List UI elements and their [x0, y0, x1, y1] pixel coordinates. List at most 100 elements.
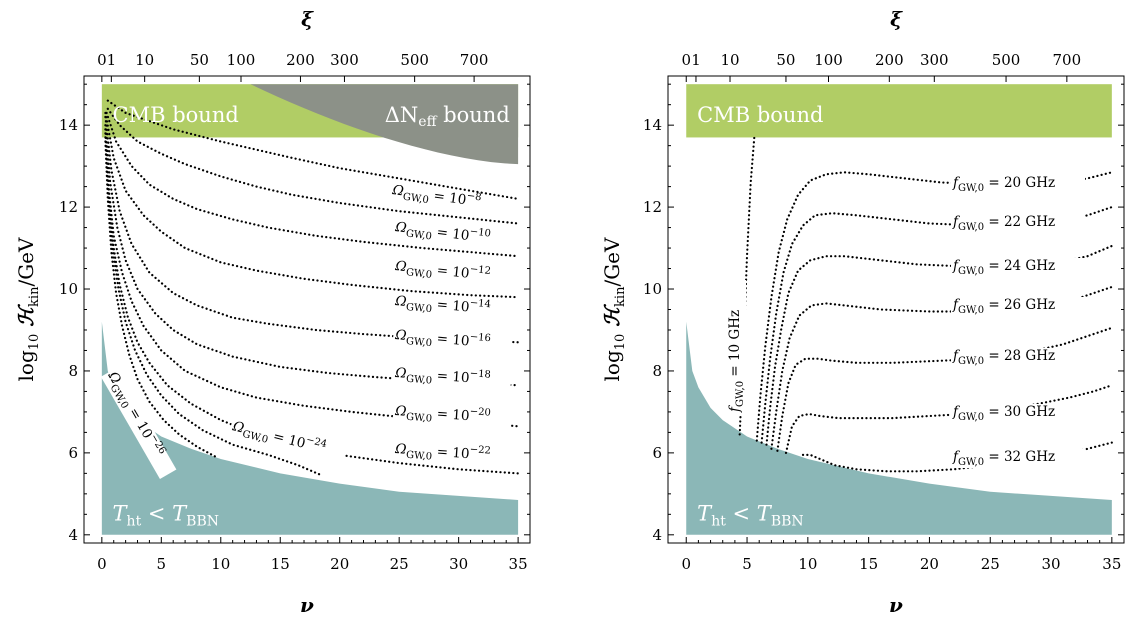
xi-tick-label: 300 — [330, 51, 359, 69]
x-tick-label: 25 — [390, 555, 409, 573]
curve-label-bg — [951, 297, 1085, 316]
series-line-fgw-0-32-ghz — [801, 441, 1113, 473]
x-axis-title: ν — [889, 593, 903, 617]
series-line--gw-0-10-24 — [104, 136, 323, 477]
curve-label-group: fGW,0 = 28 GHz — [951, 348, 1085, 367]
curve-label-bg — [951, 348, 1085, 367]
delta-neff-bound-region — [250, 84, 519, 165]
curve-label-bg — [951, 258, 1085, 277]
y-tick-label: 12 — [59, 198, 78, 216]
y-tick-label: 14 — [59, 116, 78, 134]
curve-label: ΩGW,0 = 10−14 — [393, 291, 491, 320]
curve-label-bg — [392, 364, 512, 393]
curve-label-group: ΩGW,0 = 10−14 — [392, 291, 512, 323]
y-tick-label: 4 — [68, 526, 78, 544]
xi-tick-label: 100 — [814, 51, 843, 69]
curve-label-bg — [951, 449, 1085, 468]
curve-label: fGW,0 = 10 GHz — [727, 310, 746, 413]
y-axis-title: log10 ℋkin/GeV — [14, 237, 42, 382]
x-tick-label: 5 — [742, 555, 752, 573]
series-line--gw-0-10-10 — [106, 107, 520, 225]
y-axis-title: log10 ℋkin/GeV — [600, 237, 628, 382]
series-line--gw-0-10-18 — [104, 124, 520, 387]
curve-label: ΩGW,0 = 10−8 — [390, 180, 482, 213]
x-tick-label: 15 — [859, 555, 878, 573]
cmb-bound-label: CMB bound — [113, 103, 239, 127]
curve-label-bg — [228, 417, 348, 465]
curve-label: ΩGW,0 = 10−22 — [394, 439, 492, 467]
x-tick-label: 0 — [681, 555, 691, 573]
x-tick-label: 20 — [330, 555, 349, 573]
xi-tick-label: 0 — [97, 51, 107, 69]
curve-label-bg — [392, 218, 512, 253]
curve-label: fGW,0 = 28 GHz — [952, 348, 1055, 367]
x-tick-label: 10 — [211, 555, 230, 573]
curve-label-bg — [727, 280, 746, 414]
series-line-fgw-0-30-ghz — [784, 384, 1113, 454]
series-line--gw-0-10-8 — [106, 99, 520, 200]
x2-axis-title: ξ — [890, 7, 903, 31]
x-tick-label: 10 — [798, 555, 817, 573]
curve-label: fGW,0 = 30 GHz — [952, 404, 1055, 423]
y-tick-label: 14 — [643, 116, 662, 134]
curve-label: ΩGW,0 = 10−12 — [393, 256, 491, 287]
xi-tick-label: 500 — [400, 51, 429, 69]
curve-label-group: ΩGW,0 = 10−20 — [392, 401, 512, 431]
xi-tick-label: 1 — [691, 51, 701, 69]
x-tick-label: 15 — [271, 555, 290, 573]
curve-label-group: fGW,0 = 32 GHz — [951, 449, 1085, 468]
cmb-bound-region — [686, 84, 1112, 138]
xi-tick-label: 200 — [286, 51, 315, 69]
series-line-fgw-0-26-ghz — [770, 285, 1113, 450]
plot-area — [101, 84, 520, 535]
bbn-region — [686, 321, 1112, 535]
x-tick-label: 30 — [449, 555, 468, 573]
x-tick-label: 0 — [97, 555, 107, 573]
curve-label-group: ΩGW,0 = 10−18 — [392, 363, 512, 393]
xi-tick-label: 1 — [107, 51, 117, 69]
curve-label-group: ΩGW,0 = 10−12 — [392, 256, 512, 290]
x-axis-title: ν — [300, 593, 314, 617]
xi-tick-label: 10 — [720, 51, 739, 69]
curve-label-group: ΩGW,0 = 10−22 — [392, 439, 512, 469]
curve-label-group: fGW,0 = 26 GHz — [951, 297, 1085, 316]
bbn-label: Tht < TBBN — [113, 501, 219, 529]
bbn-region — [101, 321, 519, 535]
series-line--gw-0-10-26 — [104, 140, 218, 459]
series-line--gw-0-10-20 — [104, 128, 520, 428]
x2-axis-title: ξ — [301, 7, 314, 31]
curve-label-bg — [951, 404, 1085, 423]
curve-label: fGW,0 = 22 GHz — [952, 214, 1055, 233]
x-tick-label: 35 — [509, 555, 528, 573]
curve-label: ΩGW,0 = 10−18 — [394, 363, 492, 391]
curve-label: ΩGW,0 = 10−10 — [393, 217, 491, 250]
curve-label-group: fGW,0 = 20 GHz — [951, 175, 1085, 194]
series-line--gw-0-10-14 — [104, 111, 520, 299]
bbn-label: Tht < TBBN — [697, 501, 803, 529]
curve-label-bg — [951, 175, 1085, 194]
series-line--gw-0-10-16 — [104, 115, 520, 344]
curve-label-group: ΩGW,0 = 10−10 — [392, 217, 512, 253]
y-tick-label: 4 — [652, 526, 662, 544]
curve-label: ΩGW,0 = 10−20 — [394, 401, 492, 429]
x-tick-label: 20 — [920, 555, 939, 573]
xi-tick-label: 500 — [992, 51, 1021, 69]
y-tick-label: 6 — [652, 444, 662, 462]
xi-tick-label: 10 — [135, 51, 154, 69]
curve-label-bg — [951, 214, 1085, 233]
x-tick-label: 5 — [157, 555, 167, 573]
xi-tick-label: 100 — [227, 51, 256, 69]
plot-area — [686, 84, 1113, 535]
y-tick-label: 10 — [643, 280, 662, 298]
curve-label-group: fGW,0 = 30 GHz — [951, 404, 1085, 423]
x-tick-label: 30 — [1041, 555, 1060, 573]
curve-label-group: fGW,0 = 10 GHz — [727, 280, 746, 414]
y-tick-label: 6 — [68, 444, 78, 462]
xi-tick-label: 50 — [776, 51, 795, 69]
xi-tick-label: 200 — [875, 51, 904, 69]
curve-label-bg — [392, 440, 512, 469]
curve-label-bg — [392, 257, 512, 290]
